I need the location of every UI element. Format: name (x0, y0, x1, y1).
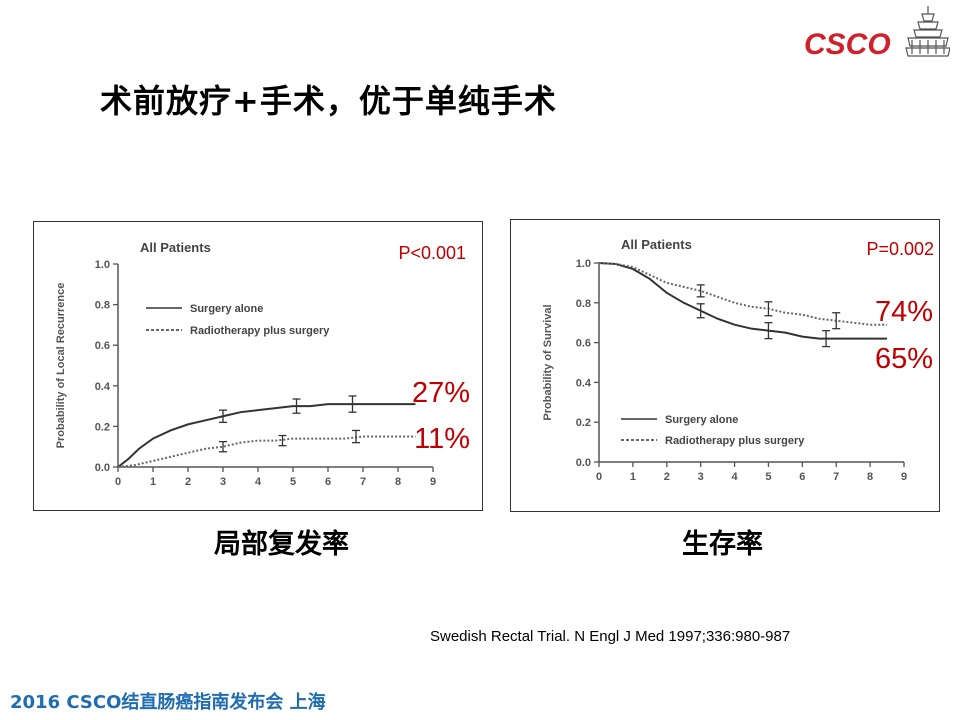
caption-local-recurrence: 局部复发率 (214, 529, 349, 560)
x-tick-label: 7 (360, 476, 366, 488)
y-tick-label: 1.0 (95, 259, 110, 271)
x-tick-label: 2 (664, 471, 670, 483)
csco-logo: CSCO (804, 6, 950, 61)
footer-text: 2016 CSCO结直肠癌指南发布会 上海 (10, 692, 326, 713)
legend-label: Radiotherapy plus surgery (190, 325, 330, 337)
x-tick-label: 1 (630, 471, 636, 483)
y-tick-label: 1.0 (576, 258, 591, 270)
legend-label: Radiotherapy plus surgery (665, 435, 805, 447)
legend-label: Surgery alone (665, 414, 738, 426)
y-tick-label: 0.8 (576, 298, 591, 310)
y-axis-label: Probability of Survival (542, 304, 554, 420)
y-tick-label: 0.4 (95, 381, 111, 393)
end-percentage-label: 27% (412, 377, 470, 409)
error-bar (822, 330, 831, 348)
y-tick-label: 0.6 (95, 340, 110, 352)
x-tick-label: 3 (220, 476, 226, 488)
chart-panel-local-recurrence: 0 1 2 3 4 5 6 7 8 9 0.0 0.2 0.4 0.6 0.8 1.0 Probability … (33, 221, 483, 511)
series-line-surgery-alone (598, 262, 888, 340)
error-bar (278, 434, 287, 447)
x-tick-label: 8 (395, 476, 401, 488)
end-percentage-label: 11% (414, 423, 470, 455)
x-tick-label: 4 (731, 471, 738, 483)
error-bar (696, 284, 705, 298)
p-value-label: P<0.001 (398, 243, 466, 263)
slide-title: 术前放疗+手术，优于单纯手术 (100, 82, 557, 120)
y-tick-label: 0.8 (95, 300, 110, 312)
error-bar (764, 322, 773, 340)
end-percentage-label: 65% (875, 343, 933, 375)
error-bar (764, 301, 773, 317)
x-tick-label: 3 (698, 471, 704, 483)
error-bar (696, 303, 705, 319)
x-tick-label: 0 (115, 476, 121, 488)
x-tick-label: 1 (150, 476, 156, 488)
y-tick-label: 0.4 (576, 377, 592, 389)
end-percentage-label: 74% (875, 296, 933, 328)
caption-survival: 生存率 (682, 529, 763, 560)
x-tick-label: 4 (255, 476, 262, 488)
pagoda-emblem-icon (905, 6, 950, 57)
p-value-label: P=0.002 (866, 239, 934, 259)
x-tick-label: 6 (799, 471, 805, 483)
series-line-surgery-alone (117, 403, 416, 468)
x-tick-label: 2 (185, 476, 191, 488)
error-bar (292, 398, 301, 414)
x-tick-label: 6 (325, 476, 331, 488)
x-tick-label: 9 (901, 471, 907, 483)
x-tick-label: 9 (430, 476, 436, 488)
error-bar (352, 429, 360, 444)
error-bar (219, 440, 227, 453)
error-bar (348, 395, 357, 413)
legend-label: Surgery alone (190, 303, 263, 315)
chart-title: All Patients (621, 237, 692, 252)
x-tick-label: 5 (290, 476, 296, 488)
x-tick-label: 5 (765, 471, 771, 483)
y-tick-label: 0.2 (95, 421, 110, 433)
series-line-radiotherapy-plus-surgery (117, 435, 416, 468)
citation: Swedish Rectal Trial. N Engl J Med 1997;… (430, 628, 791, 645)
y-tick-label: 0.6 (576, 338, 591, 350)
error-bar (832, 312, 841, 330)
y-tick-label: 0.0 (95, 462, 110, 474)
y-axis-label: Probability of Local Recurrence (55, 283, 67, 449)
chart-title: All Patients (140, 240, 211, 255)
error-bar (219, 409, 227, 423)
y-tick-label: 0.0 (576, 457, 591, 469)
survival-chart: 0 1 2 3 4 5 6 7 8 9 0.0 0.2 0.4 0.6 0.8 1.0 Probability … (542, 237, 934, 483)
x-tick-label: 7 (833, 471, 839, 483)
chart-panel-survival: 0 1 2 3 4 5 6 7 8 9 0.0 0.2 0.4 0.6 0.8 1.0 Probability … (510, 219, 940, 512)
x-tick-label: 0 (596, 471, 602, 483)
logo-text: CSCO (804, 28, 891, 61)
x-tick-label: 8 (867, 471, 873, 483)
local-recurrence-chart: 0 1 2 3 4 5 6 7 8 9 0.0 0.2 0.4 0.6 0.8 1.0 Probability … (55, 240, 470, 488)
series-line-radiotherapy-plus-surgery (598, 262, 888, 326)
y-tick-label: 0.2 (576, 417, 591, 429)
